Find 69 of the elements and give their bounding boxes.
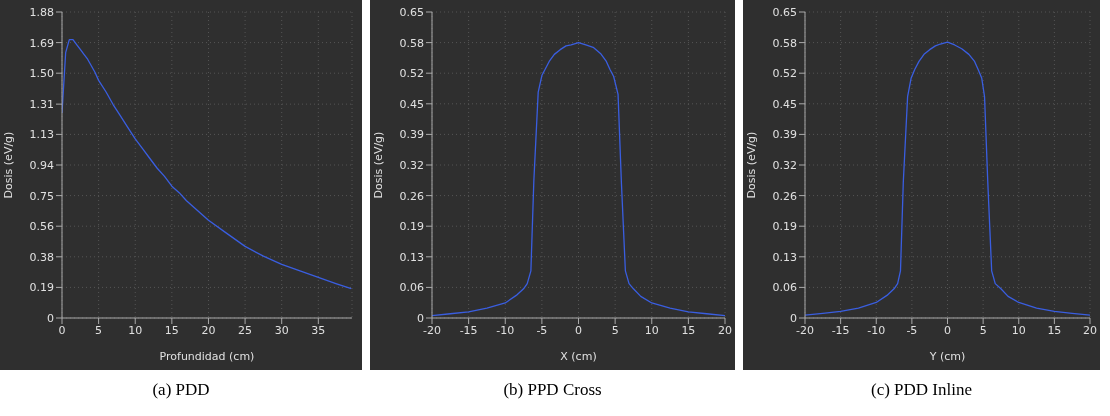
x-tick-label: 10	[1011, 323, 1026, 337]
x-tick-label: 20	[1083, 323, 1097, 337]
x-tick-label: 5	[95, 323, 103, 337]
y-tick-label: 0	[790, 311, 797, 325]
y-tick-label: 0.52	[772, 67, 797, 81]
x-tick-label: -10	[867, 323, 886, 337]
y-tick-label: 0.52	[399, 67, 424, 81]
x-tick-label: 15	[1047, 323, 1062, 337]
x-tick-label: 30	[274, 323, 289, 337]
y-tick-label: 0	[47, 311, 54, 325]
x-tick-label: -5	[906, 323, 918, 337]
y-axis-title: Dosis (eV/g)	[1, 131, 15, 199]
x-tick-label: 5	[979, 323, 987, 337]
x-tick-label: -15	[831, 323, 850, 337]
y-tick-label: 0.26	[772, 189, 797, 203]
x-tick-label: 0	[58, 323, 66, 337]
y-tick-label: 1.13	[29, 128, 54, 142]
y-tick-label: 0.45	[399, 97, 424, 111]
x-tick-label: 20	[718, 323, 732, 337]
x-tick-label: -20	[796, 323, 814, 337]
text: (a) PDD	[151, 380, 211, 400]
x-tick-label: 15	[681, 323, 696, 337]
y-axis-title: Dosis (eV/g)	[371, 131, 385, 199]
x-tick-label: 15	[164, 323, 179, 337]
y-tick-label: 1.69	[29, 36, 54, 50]
x-tick-label: 0	[575, 323, 582, 337]
y-tick-label: 0.65	[399, 5, 424, 19]
x-axis-title: Profundidad (cm)	[159, 350, 255, 363]
y-tick-label: 0.32	[399, 158, 424, 172]
x-tick-label: 25	[238, 323, 253, 337]
x-tick-label: 5	[611, 323, 619, 337]
x-axis-title: X (cm)	[560, 350, 597, 363]
y-tick-label: 0.32	[772, 158, 797, 172]
y-tick-label: 0.26	[399, 189, 424, 203]
y-tick-label: 0.38	[29, 250, 54, 264]
y-tick-label: 1.31	[29, 98, 54, 112]
y-axis-title: Dosis (eV/g)	[744, 131, 758, 199]
y-tick-label: 0.19	[399, 220, 424, 234]
y-tick-label: 0.06	[399, 281, 424, 295]
y-tick-label: 0.56	[29, 220, 54, 234]
y-tick-label: 0.94	[29, 158, 54, 172]
x-tick-label: 10	[128, 323, 143, 337]
y-tick-label: 0.58	[772, 36, 797, 50]
y-tick-label: 0.19	[29, 281, 54, 295]
x-tick-label: 35	[311, 323, 326, 337]
y-tick-label: 0.39	[772, 128, 797, 142]
x-tick-label: 0	[944, 323, 951, 337]
y-tick-label: 0.39	[399, 128, 424, 142]
y-tick-label: 0.58	[399, 36, 424, 50]
line-series	[62, 39, 352, 290]
x-tick-label: 20	[201, 323, 216, 337]
y-tick-label: 1.88	[29, 5, 54, 19]
x-tick-label: -15	[459, 323, 478, 337]
y-tick-label: 0.45	[772, 97, 797, 111]
y-tick-label: 0.19	[772, 220, 797, 234]
y-tick-label: 0.75	[29, 189, 54, 203]
text: (c) PDD Inline	[870, 380, 973, 400]
y-tick-label: 1.50	[29, 67, 54, 81]
x-tick-label: -5	[536, 323, 548, 337]
y-tick-label: 0.13	[772, 250, 797, 264]
y-tick-label: 0.06	[772, 281, 797, 295]
text: (b) PPD Cross	[502, 380, 603, 400]
y-tick-label: 0.13	[399, 250, 424, 264]
x-tick-label: -10	[496, 323, 515, 337]
x-axis-title: Y (cm)	[928, 350, 966, 363]
y-tick-label: 0	[417, 311, 424, 325]
x-tick-label: 10	[644, 323, 659, 337]
y-tick-label: 0.65	[772, 5, 797, 19]
x-tick-label: -20	[423, 323, 441, 337]
